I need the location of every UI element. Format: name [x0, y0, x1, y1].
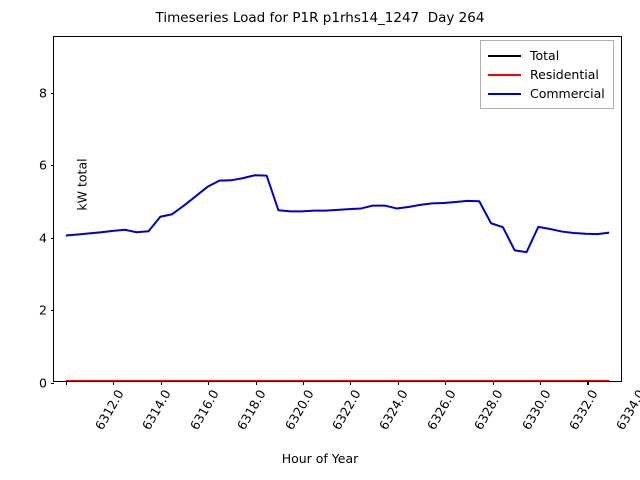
x-axis-tick-label: 6330.0: [518, 387, 554, 433]
series-line-commercial: [66, 175, 609, 252]
x-axis-label: Hour of Year: [281, 451, 359, 466]
y-axis-tick-label: 0: [39, 375, 47, 391]
x-axis-tick-mark: [540, 381, 542, 385]
x-axis-tick-mark: [350, 381, 352, 385]
y-axis-label: kW total: [74, 158, 90, 211]
x-axis-tick-label: 6324.0: [376, 387, 412, 433]
y-axis-tick-mark: [50, 92, 54, 94]
chart-title: Timeseries Load for P1R p1rhs14_1247 Day…: [155, 10, 485, 26]
x-axis-tick-mark: [113, 381, 115, 385]
x-axis-tick-mark: [65, 381, 67, 385]
x-axis-tick-mark: [492, 381, 494, 385]
y-axis-tick-label: 6: [39, 157, 47, 173]
y-axis-tick-label: 8: [39, 85, 47, 101]
legend-swatch-total: [488, 54, 521, 57]
y-axis-tick-label: 4: [39, 230, 47, 246]
x-axis-tick-label: 6312.0: [91, 387, 127, 433]
x-axis-tick-label: 6326.0: [423, 387, 459, 433]
x-axis-tick-label: 6328.0: [471, 387, 506, 433]
x-axis-tick-label: 6314.0: [139, 387, 175, 433]
plot-area: kW total 0 2 4 6 8 6312.0 6314.0 6316.0 6318.0 63…: [39, 36, 640, 432]
y-axis-tick-mark: [50, 165, 54, 167]
legend-item-commercial: Commercial: [488, 84, 605, 103]
x-axis-tick-mark: [397, 381, 399, 385]
y-axis-tick-label: 2: [39, 302, 47, 318]
x-axis-tick-mark: [587, 381, 589, 385]
x-axis-tick-mark: [445, 381, 447, 385]
plot-lines: [54, 37, 621, 381]
x-axis-tick-label: 6322.0: [328, 387, 364, 433]
y-axis-tick-mark: [50, 383, 54, 385]
legend-swatch-residential: [488, 73, 521, 76]
legend-item-residential: Residential: [488, 65, 605, 84]
x-axis-tick-mark: [302, 381, 305, 385]
legend-label-residential: Residential: [530, 67, 599, 82]
x-axis-tick-label: 6320.0: [281, 387, 317, 433]
x-axis-tick-mark: [160, 381, 162, 385]
chart-legend: Total Residential Commercial: [480, 40, 614, 109]
x-axis-tick-label: 6334.0: [613, 387, 640, 433]
y-axis-tick-mark: [50, 237, 54, 239]
y-axis-tick-mark: [50, 310, 54, 312]
x-axis-tick-label: 6332.0: [565, 387, 601, 433]
x-axis-tick-mark: [255, 381, 257, 385]
legend-label-total: Total: [530, 48, 560, 63]
x-axis-tick-mark: [208, 381, 210, 385]
legend-swatch-commercial: [488, 92, 521, 95]
legend-item-total: Total: [488, 46, 605, 65]
x-axis-tick-label: 6316.0: [186, 387, 222, 433]
x-axis-tick-label: 6318.0: [233, 387, 269, 433]
legend-label-commercial: Commercial: [530, 86, 605, 101]
